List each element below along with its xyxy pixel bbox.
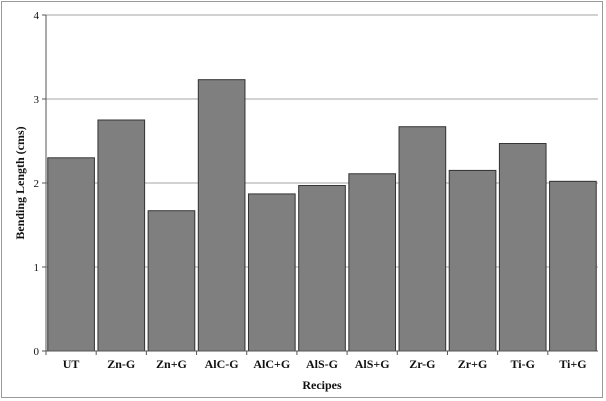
x-axis-title: Recipes [302,378,342,392]
bar-zr-g [398,126,447,352]
x-tick-label: Ti+G [559,357,586,371]
bar-ut [47,157,95,352]
x-tick-label: Zr-G [409,357,435,371]
x-tick-label: Ti-G [511,357,535,371]
y-axis-title: Bending Length (cms) [13,126,27,239]
bar-ti-g [549,180,597,352]
x-tick-label: Zn-G [107,357,135,371]
x-tick-label: AlC+G [253,357,290,371]
y-tick-label: 0 [34,346,40,358]
x-tick-label: AlS+G [355,357,390,371]
bar-als-g [298,185,346,352]
bar-zn-g [147,210,196,352]
y-tick-labels: 0 1 2 3 4 [34,10,46,358]
x-tick-label: AlC-G [205,357,239,371]
bar-alc-g [247,193,296,352]
bar-ti-g [498,143,547,352]
y-tick-label: 2 [34,178,40,190]
x-tick-label: UT [63,357,80,371]
bar-als-g [348,173,397,352]
bars [47,79,597,352]
x-tick-label: AlS-G [306,357,338,371]
y-tick-label: 3 [34,94,40,106]
y-tick-label: 4 [34,10,40,22]
bar-alc-g [197,79,246,352]
bar-zr-g [448,169,497,352]
x-tick-label: Zr+G [458,357,488,371]
x-tick-labels: UT Zn-G Zn+G AlC-G AlC+G AlS-G AlS+G Zr-G Zr+G Ti… [45,351,587,371]
x-tick-label: Zn+G [156,357,187,371]
bar-zn-g [97,119,146,352]
y-tick-label: 1 [34,262,40,274]
